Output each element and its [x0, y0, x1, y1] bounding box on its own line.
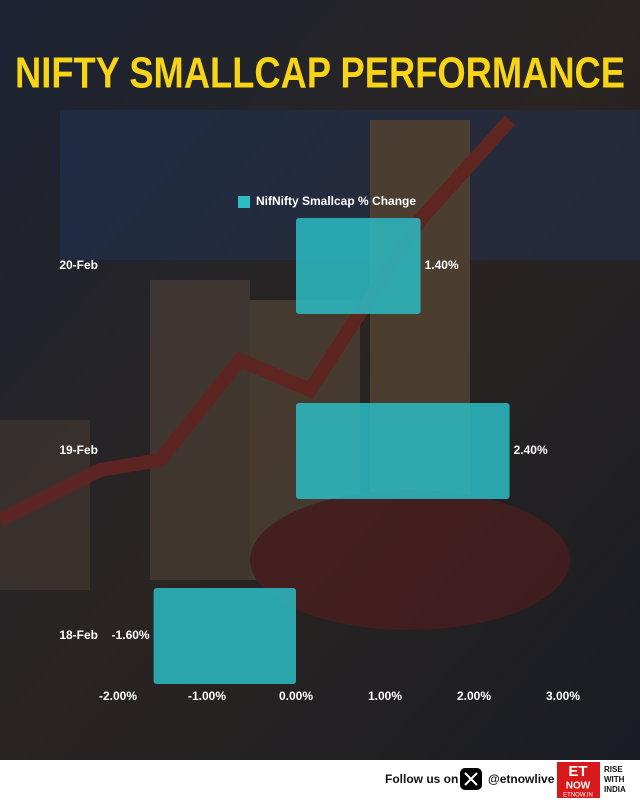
footer — [0, 760, 640, 800]
tagline: RISE — [604, 765, 623, 774]
chart-title: NIFTY SMALLCAP PERFORMANCE — [15, 49, 625, 98]
x-tick-label: -1.00% — [188, 689, 226, 703]
y-tick-label: 19-Feb — [59, 443, 98, 457]
value-label: -1.60% — [112, 628, 150, 642]
x-icon-mark — [464, 772, 478, 786]
x-tick-label: 1.00% — [368, 689, 402, 703]
x-tick-label: 0.00% — [279, 689, 313, 703]
logo-url: ETNOW.IN — [563, 793, 593, 799]
x-tick-label: 3.00% — [546, 689, 580, 703]
value-label: 2.40% — [514, 443, 548, 457]
legend-label: NifNifty Smallcap % Change — [256, 194, 416, 208]
y-tick-label: 18-Feb — [59, 628, 98, 642]
logo-bottom: NOW — [566, 781, 591, 792]
background — [0, 0, 640, 760]
tagline: INDIA — [604, 785, 626, 794]
logo-box — [557, 762, 600, 798]
value-label: 1.40% — [425, 258, 459, 272]
bar — [296, 403, 510, 499]
legend-swatch — [238, 196, 250, 208]
x-tick-label: 2.00% — [457, 689, 491, 703]
y-tick-label: 20-Feb — [59, 258, 98, 272]
logo-top: ET — [568, 763, 587, 780]
tagline: WITH — [604, 775, 625, 784]
bar — [153, 588, 296, 684]
handle: @etnowlive — [488, 772, 555, 786]
plot: -2.00% -1.00% 0.00% 1.00% 2.00% 3.00% 20-Feb 1.… — [59, 218, 580, 703]
bar — [296, 218, 421, 314]
x-tick-label: -2.00% — [99, 689, 137, 703]
follow-text: Follow us on — [385, 772, 458, 786]
backdrop-decor — [0, 110, 640, 630]
